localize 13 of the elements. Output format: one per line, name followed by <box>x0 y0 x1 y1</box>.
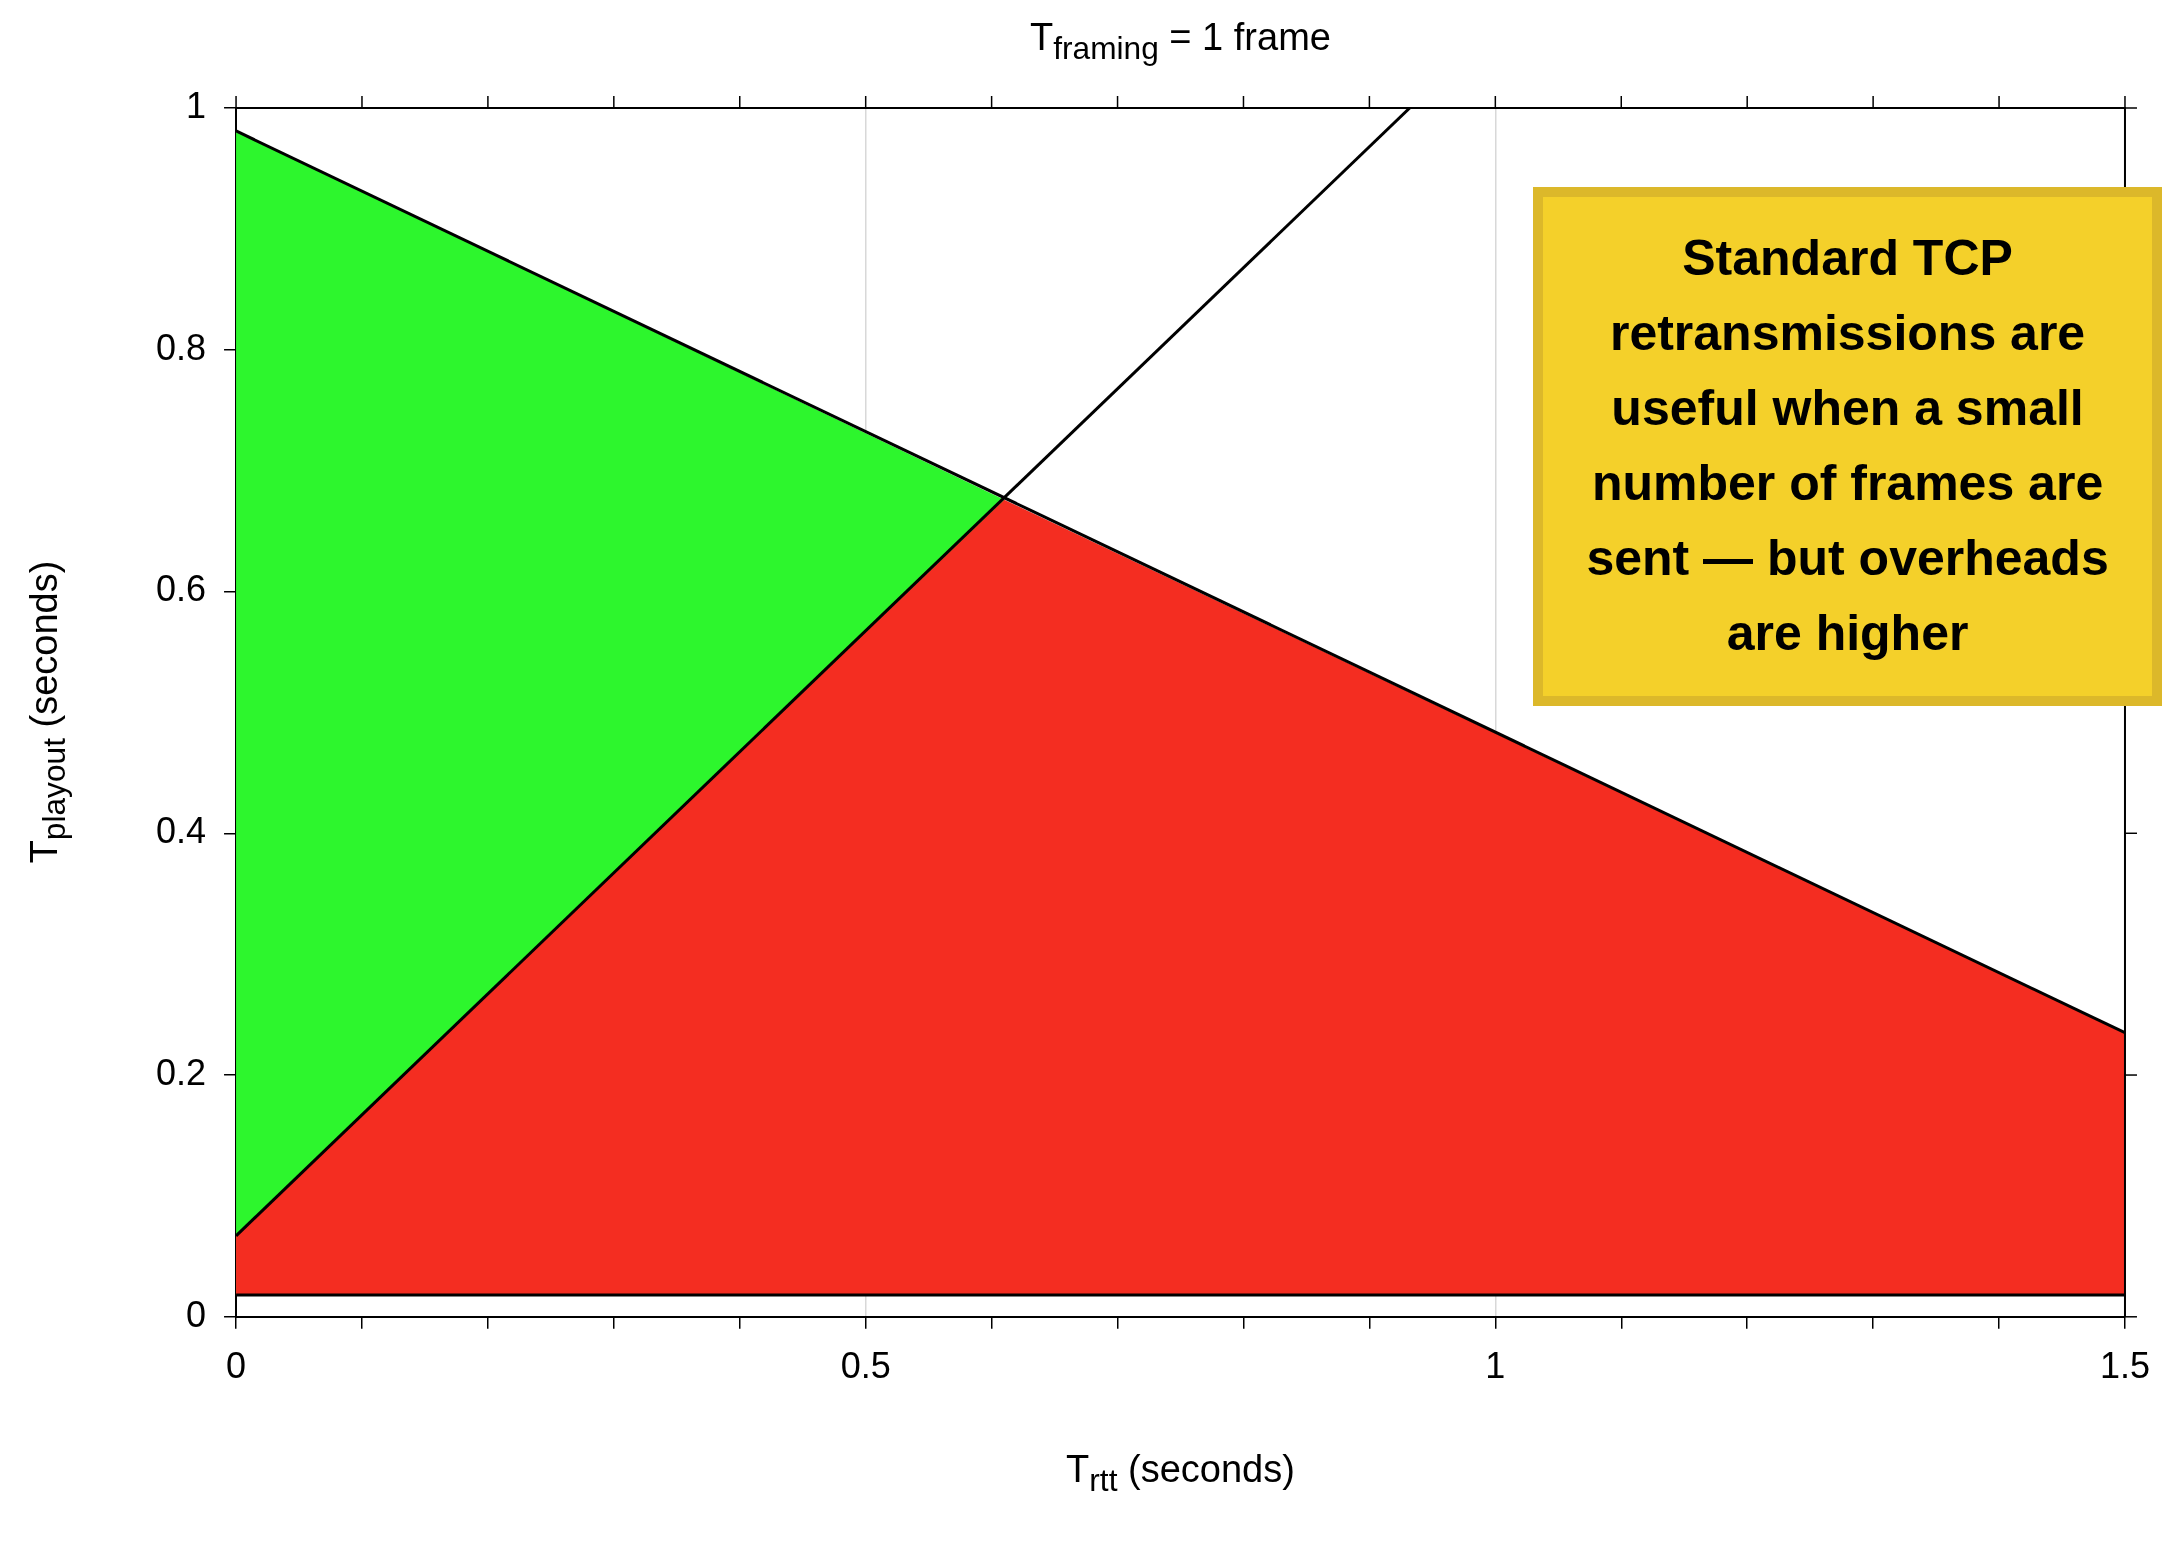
x-axis-title: T$_{rtt}$ (seconds) <box>1065 1448 1296 1499</box>
x-tick-label: 0.5 <box>840 1345 891 1387</box>
y-tick-label: 0.6 <box>156 568 207 610</box>
y-tick-label: 0.8 <box>156 326 207 368</box>
y-tick-label: 1 <box>186 84 207 126</box>
annotation: Standard TCP retransmissions are useful when a small number of frames are sent — but overheads are higher <box>1533 186 2162 707</box>
x-tick-label: 0 <box>226 1345 247 1387</box>
y-tick-label: 0.2 <box>156 1051 207 1093</box>
y-tick-label: 0.4 <box>156 810 207 852</box>
x-tick-label: 1.5 <box>2099 1345 2150 1387</box>
chart-title: T$_{framing}$ = 1 frame <box>1029 16 1332 67</box>
y-tick-label: 0 <box>186 1293 207 1335</box>
x-tick-label: 1 <box>1485 1345 1506 1387</box>
